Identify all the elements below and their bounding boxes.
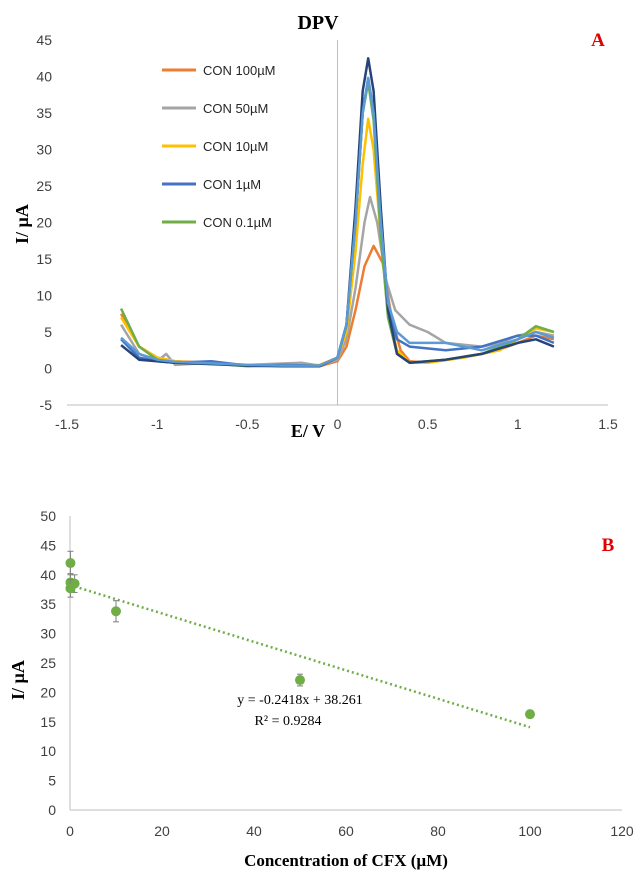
chart-a-y-tick-label: 35 [36, 105, 52, 121]
chart-b-x-tick-label: 100 [518, 823, 542, 839]
chart-b-y-tick-label: 45 [40, 537, 56, 553]
chart-a-panel-label: A [591, 30, 605, 51]
chart-a-legend-label: CON 50µM [203, 101, 268, 116]
chart-a-x-tick-label: -0.5 [235, 416, 259, 432]
chart-b-y-tick-label: 15 [40, 714, 56, 730]
chart-a-x-tick-label: 0.5 [418, 416, 438, 432]
chart-a-y-tick-label: -5 [40, 397, 53, 413]
chart-a-y-tick-label: 40 [36, 69, 52, 85]
chart-a-x-tick-label: -1.5 [55, 416, 79, 432]
chart-a-y-axis-label: I/ µA [12, 204, 32, 244]
chart-a-y-tick-label: 30 [36, 142, 52, 158]
chart-a-y-tick-label: 45 [36, 32, 52, 48]
chart-a-plot: -5 0 5 10 15 20 25 30 35 40 45 -1.5 -1 -0.5 0 0.5 1 1.5 CO… [36, 32, 618, 432]
chart-b-y-tick-label: 50 [40, 508, 56, 524]
chart-a-legend-label: CON 1µM [203, 177, 261, 192]
chart-b-data-point [111, 606, 121, 617]
chart-b-y-axis-label: I/ µA [8, 660, 28, 700]
chart-a-x-tick-label: 0 [334, 416, 342, 432]
chart-b-x-axis-label: Concentration of CFX (µM) [244, 851, 448, 870]
chart-b-data-point [65, 558, 76, 569]
chart-b-r-squared: R² = 0.9284 [255, 714, 322, 729]
chart-b-x-tick-label: 0 [66, 823, 74, 839]
chart-b-x-tick-label: 120 [610, 823, 634, 839]
chart-b-y-tick-label: 35 [40, 596, 56, 612]
chart-b-y-tick-label: 5 [48, 773, 56, 789]
chart-b-data-point [525, 709, 535, 720]
chart-b-trendline [69, 583, 531, 729]
chart-b-y-tick-label: 20 [40, 684, 56, 700]
chart-a-y-tick-label: 0 [44, 361, 52, 377]
chart-b-y-tick-label: 0 [48, 802, 56, 818]
chart-a-y-tick-label: 5 [44, 324, 52, 340]
chart-a-y-tick-label: 15 [36, 251, 52, 267]
chart-a-y-tick-label: 25 [36, 178, 52, 194]
chart-b-data-point [295, 675, 305, 686]
chart-b-x-tick-label: 20 [154, 823, 170, 839]
chart-b-y-tick-label: 30 [40, 626, 56, 642]
chart-b-x-tick-label: 80 [430, 823, 446, 839]
chart-b-x-tick-label: 60 [338, 823, 354, 839]
chart-a-y-tick-label: 20 [36, 215, 52, 231]
chart-b-plot: 0 5 10 15 20 25 30 35 40 45 50 0 20 40 60 80 100 120 [40, 508, 633, 839]
chart-a-legend-label: CON 100µM [203, 63, 276, 78]
chart-a-title: DPV [297, 12, 339, 34]
chart-b-equation: y = -0.2418x + 38.261 [237, 693, 362, 708]
chart-a-x-axis-label: E/ V [291, 421, 325, 441]
chart-a-legend-label: CON 10µM [203, 139, 268, 154]
chart-a-x-tick-label: 1.5 [598, 416, 618, 432]
chart-b-y-tick-label: 25 [40, 655, 56, 671]
chart-b-data-point [65, 583, 76, 594]
chart-a-x-tick-label: -1 [151, 416, 164, 432]
chart-a-legend-label: CON 0.1µM [203, 215, 272, 230]
chart-b-y-tick-label: 40 [40, 567, 56, 583]
chart-b-panel-label: B [602, 535, 615, 556]
chart-b-x-tick-label: 40 [246, 823, 262, 839]
chart-a-series-line [120, 76, 555, 367]
chart-b-y-tick-label: 10 [40, 743, 56, 759]
chart-a-y-tick-label: 10 [36, 288, 52, 304]
chart-a-x-tick-label: 1 [514, 416, 522, 432]
